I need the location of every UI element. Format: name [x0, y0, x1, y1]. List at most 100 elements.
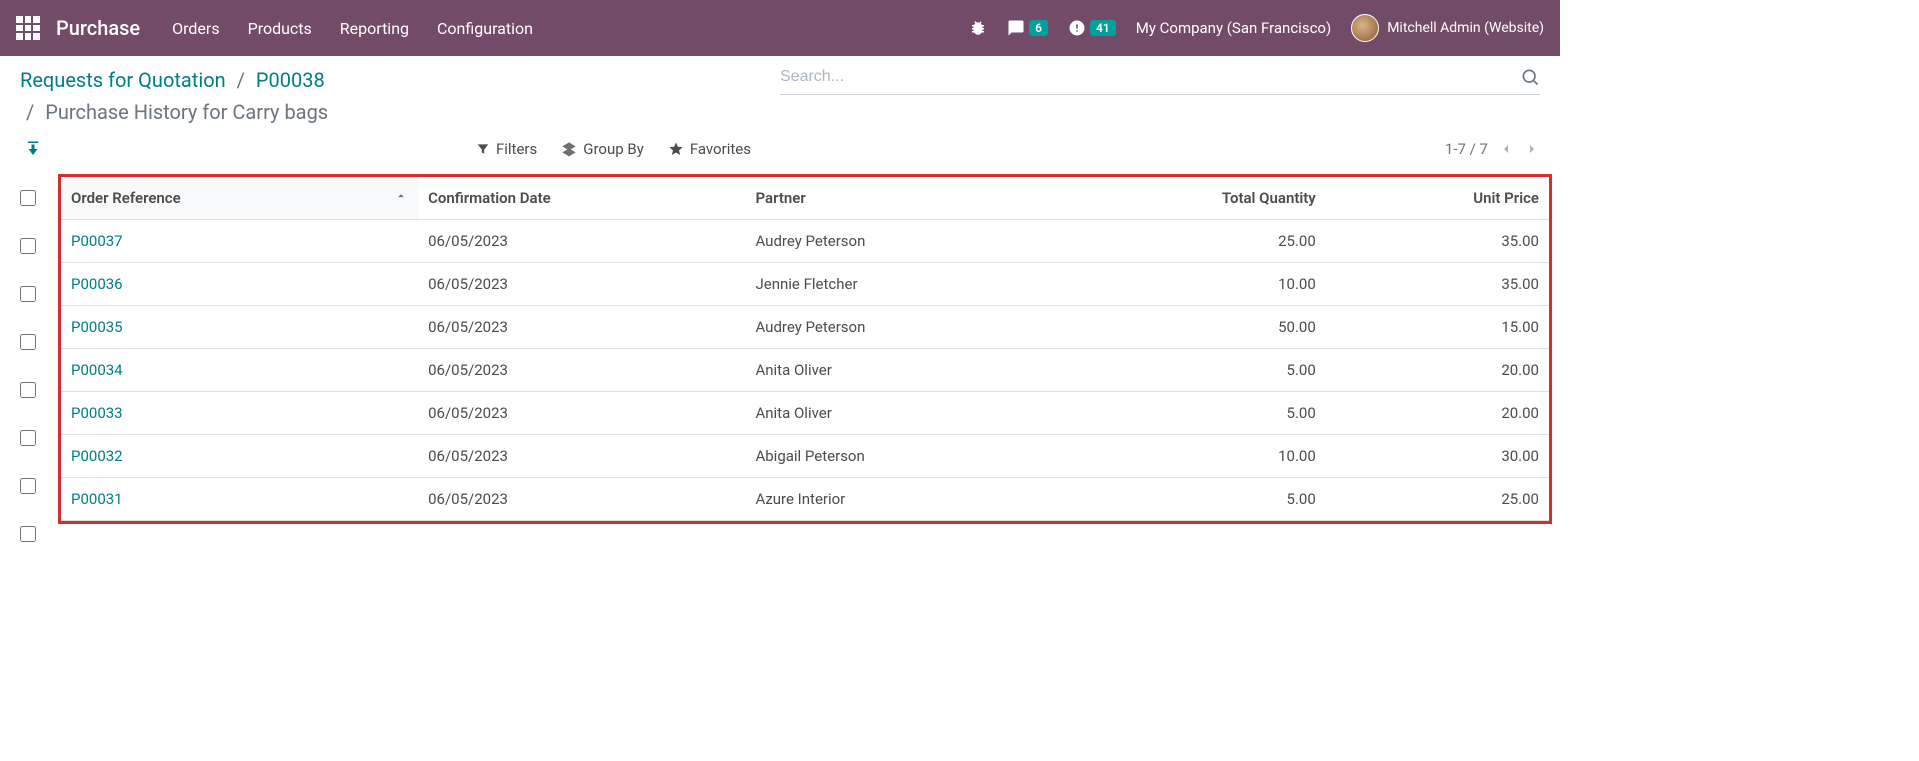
sort-arrow-icon — [394, 189, 408, 203]
search-area — [780, 64, 1540, 95]
order-ref-link[interactable]: P00032 — [71, 447, 123, 465]
messages-badge: 6 — [1029, 20, 1048, 36]
cell-qty: 5.00 — [1103, 478, 1326, 521]
filters-button[interactable]: Filters — [476, 140, 537, 158]
table-body: P0003706/05/2023Audrey Peterson25.0035.0… — [61, 220, 1549, 521]
group-by-label: Group By — [583, 140, 644, 158]
table-header-row: Order Reference Confirmation Date Partne… — [61, 177, 1549, 220]
col-unit-price[interactable]: Unit Price — [1326, 177, 1549, 220]
search-row — [780, 64, 1540, 95]
nav-products[interactable]: Products — [248, 19, 312, 38]
cell-price: 25.00 — [1326, 478, 1549, 521]
cell-date: 06/05/2023 — [418, 478, 745, 521]
cell-price: 20.00 — [1326, 392, 1549, 435]
filter-buttons: Filters Group By Favorites — [476, 140, 1011, 158]
filters-label: Filters — [496, 140, 537, 158]
cell-qty: 5.00 — [1103, 349, 1326, 392]
favorites-label: Favorites — [690, 140, 751, 158]
breadcrumb-order[interactable]: P00038 — [256, 68, 325, 92]
col-confirmation-date[interactable]: Confirmation Date — [418, 177, 745, 220]
table-row[interactable]: P00037 06/05/2023Audrey Peterson25.0035.0… — [61, 220, 1549, 263]
cell-price: 35.00 — [1326, 263, 1549, 306]
cell-price: 15.00 — [1326, 306, 1549, 349]
breadcrumb-sep: / — [26, 100, 34, 124]
cell-partner: Abigail Peterson — [745, 435, 1102, 478]
row-checkbox[interactable] — [20, 334, 36, 350]
row-checkbox[interactable] — [20, 478, 36, 494]
col-partner[interactable]: Partner — [745, 177, 1102, 220]
avatar — [1351, 14, 1379, 42]
order-ref-link[interactable]: P00035 — [71, 318, 123, 336]
pager-prev[interactable] — [1498, 141, 1514, 157]
activities-badge: 41 — [1090, 20, 1116, 36]
breadcrumb-sep: / — [237, 68, 245, 92]
row-checkbox[interactable] — [20, 286, 36, 302]
cell-partner: Audrey Peterson — [745, 220, 1102, 263]
checkbox-column — [20, 174, 36, 558]
search-icon[interactable] — [1520, 67, 1540, 87]
pager: 1-7 / 7 — [1445, 140, 1540, 158]
cell-date: 06/05/2023 — [418, 263, 745, 306]
cell-date: 06/05/2023 — [418, 306, 745, 349]
control-panel: Requests for Quotation / P00038 / Purcha… — [0, 56, 1560, 162]
cell-date: 06/05/2023 — [418, 392, 745, 435]
cell-qty: 10.00 — [1103, 263, 1326, 306]
download-icon[interactable] — [24, 140, 42, 158]
activities-icon[interactable]: 41 — [1068, 19, 1116, 37]
cell-qty: 5.00 — [1103, 392, 1326, 435]
second-row: Filters Group By Favorites 1-7 / 7 — [20, 140, 1540, 158]
col-total-qty[interactable]: Total Quantity — [1103, 177, 1326, 220]
company-name[interactable]: My Company (San Francisco) — [1136, 19, 1331, 37]
cell-price: 20.00 — [1326, 349, 1549, 392]
nav-reporting[interactable]: Reporting — [340, 19, 409, 38]
search-input[interactable] — [780, 64, 1520, 90]
table-row[interactable]: P0003606/05/2023Jennie Fletcher10.0035.0… — [61, 263, 1549, 306]
table-row[interactable]: P00034 06/05/2023Anita Oliver5.0020.00 — [61, 349, 1549, 392]
order-ref-link[interactable]: P00034 — [71, 361, 123, 379]
pager-text: 1-7 / 7 — [1445, 140, 1488, 158]
order-ref-link[interactable]: P00031 — [71, 490, 123, 508]
cell-qty: 50.00 — [1103, 306, 1326, 349]
table-outer: Order Reference Confirmation Date Partne… — [0, 174, 1560, 524]
row-checkbox[interactable] — [20, 430, 36, 446]
breadcrumb-area: Requests for Quotation / P00038 / Purcha… — [20, 64, 780, 128]
table-row[interactable]: P00035 06/05/2023Audrey Peterson50.0015.0… — [61, 306, 1549, 349]
table-wrap: Order Reference Confirmation Date Partne… — [58, 174, 1552, 524]
cell-partner: Audrey Peterson — [745, 306, 1102, 349]
nav-configuration[interactable]: Configuration — [437, 19, 533, 38]
breadcrumb-root[interactable]: Requests for Quotation — [20, 68, 226, 92]
breadcrumb-current: Purchase History for Carry bags — [45, 100, 328, 124]
debug-icon[interactable] — [969, 19, 987, 37]
cell-partner: Anita Oliver — [745, 349, 1102, 392]
table-row[interactable]: P00033 06/05/2023Anita Oliver5.0020.00 — [61, 392, 1549, 435]
cell-price: 35.00 — [1326, 220, 1549, 263]
app-name[interactable]: Purchase — [56, 16, 140, 40]
cell-price: 30.00 — [1326, 435, 1549, 478]
row-checkbox[interactable] — [20, 382, 36, 398]
table-row[interactable]: P00031 06/05/2023Azure Interior5.0025.00 — [61, 478, 1549, 521]
pager-next[interactable] — [1524, 141, 1540, 157]
select-all-checkbox[interactable] — [20, 190, 36, 206]
order-ref-link[interactable]: P00036 — [71, 275, 123, 293]
cell-qty: 25.00 — [1103, 220, 1326, 263]
nav-orders[interactable]: Orders — [172, 19, 219, 38]
cell-qty: 10.00 — [1103, 435, 1326, 478]
group-by-button[interactable]: Group By — [561, 140, 644, 158]
order-ref-link[interactable]: P00037 — [71, 232, 123, 250]
user-menu[interactable]: Mitchell Admin (Website) — [1351, 14, 1544, 42]
topbar-right: 6 41 My Company (San Francisco) Mitchell… — [969, 14, 1544, 42]
order-ref-link[interactable]: P00033 — [71, 404, 123, 422]
user-name: Mitchell Admin (Website) — [1387, 20, 1544, 36]
favorites-button[interactable]: Favorites — [668, 140, 751, 158]
cell-date: 06/05/2023 — [418, 220, 745, 263]
table-row[interactable]: P00032 06/05/2023Abigail Peterson10.0030.… — [61, 435, 1549, 478]
row-checkbox[interactable] — [20, 526, 36, 542]
col-order-ref[interactable]: Order Reference — [61, 177, 418, 220]
cell-date: 06/05/2023 — [418, 349, 745, 392]
cell-date: 06/05/2023 — [418, 435, 745, 478]
cell-partner: Azure Interior — [745, 478, 1102, 521]
row-checkbox[interactable] — [20, 238, 36, 254]
messages-icon[interactable]: 6 — [1007, 19, 1048, 37]
cell-partner: Anita Oliver — [745, 392, 1102, 435]
apps-icon[interactable] — [16, 16, 40, 40]
